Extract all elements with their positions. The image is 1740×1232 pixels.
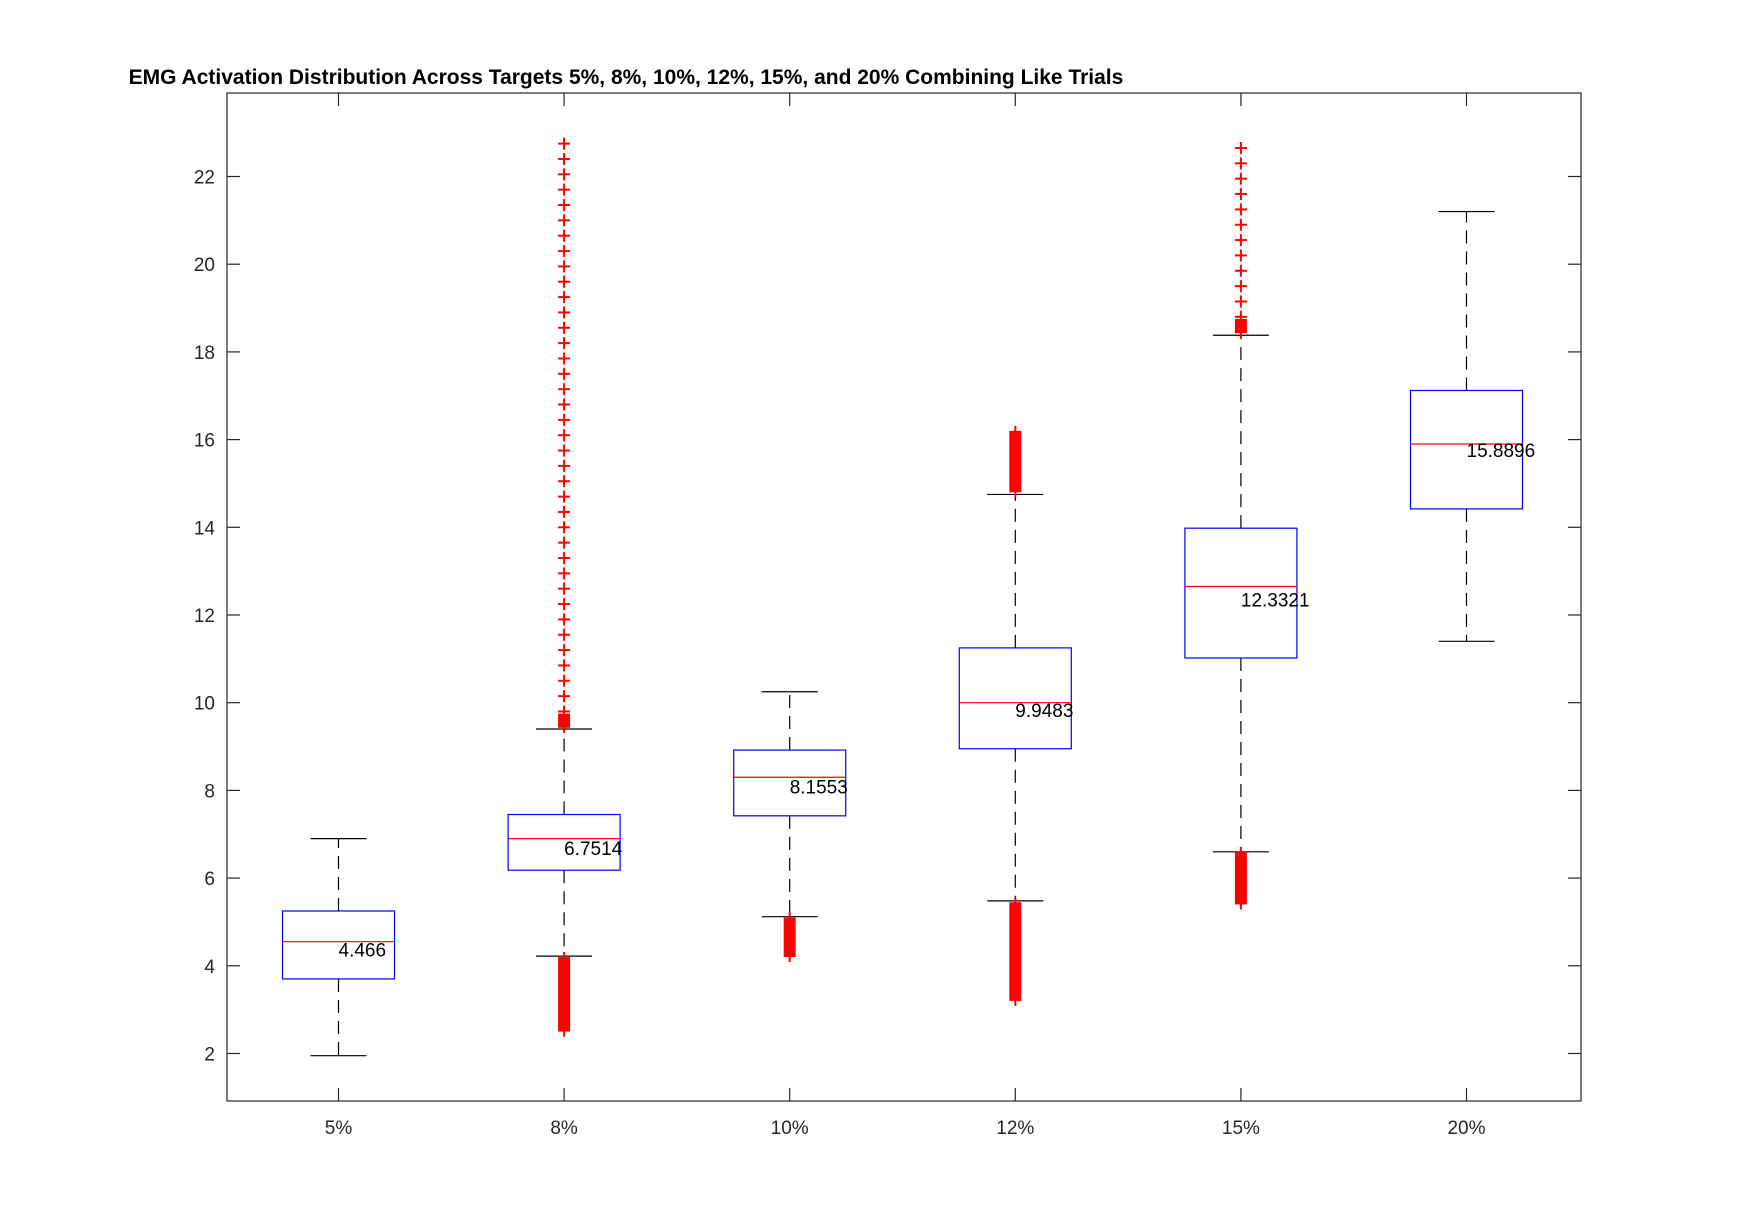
- median-value-label: 8.1553: [790, 777, 848, 798]
- outlier-cluster: [1234, 319, 1247, 333]
- iqr-box: [281, 910, 396, 980]
- plot-frame: [226, 92, 1582, 1102]
- x-tick-label: 12%: [996, 1118, 1034, 1139]
- y-tick-label: 16: [194, 431, 215, 452]
- median-value-label: 6.7514: [564, 839, 623, 860]
- y-tick-label: 12: [194, 606, 215, 627]
- plot-area: 4.466 6.7514 8.1553 9.9483 12.3321 15.8896: [281, 137, 1536, 1057]
- x-tick-label: 15%: [1222, 1118, 1260, 1139]
- x-tick-label: 10%: [771, 1118, 809, 1139]
- iqr-box: [958, 647, 1072, 750]
- x-tick-label: 20%: [1447, 1118, 1485, 1139]
- axes: 2 4 6 8 10 12 14 16 18 20 22 5% 8% 10% 12% 15% 20%: [194, 93, 1581, 1139]
- y-tick-label: 8: [204, 781, 215, 802]
- iqr-box: [733, 749, 847, 817]
- iqr-box: [507, 813, 621, 871]
- y-tick-label: 18: [194, 343, 215, 364]
- y-tick-label: 14: [194, 518, 216, 539]
- x-tick-label: 5%: [325, 1118, 353, 1139]
- median-value-label: 15.8896: [1467, 441, 1536, 462]
- median-value-label: 12.3321: [1241, 590, 1310, 611]
- y-tick-label: 22: [194, 168, 215, 189]
- y-tick-label: 20: [194, 255, 215, 276]
- x-tick-label: 8%: [550, 1118, 578, 1139]
- median-value-label: 4.466: [339, 941, 387, 962]
- y-tick-label: 2: [204, 1045, 215, 1066]
- iqr-box: [1184, 527, 1298, 659]
- median-value-label: 9.9483: [1015, 701, 1073, 722]
- y-tick-label: 6: [204, 869, 215, 890]
- y-tick-label: 4: [204, 957, 215, 978]
- y-tick-label: 10: [194, 694, 215, 715]
- chart-title: EMG Activation Distribution Across Targe…: [129, 66, 1124, 89]
- iqr-box: [1409, 389, 1524, 510]
- outlier-cluster: [558, 713, 571, 727]
